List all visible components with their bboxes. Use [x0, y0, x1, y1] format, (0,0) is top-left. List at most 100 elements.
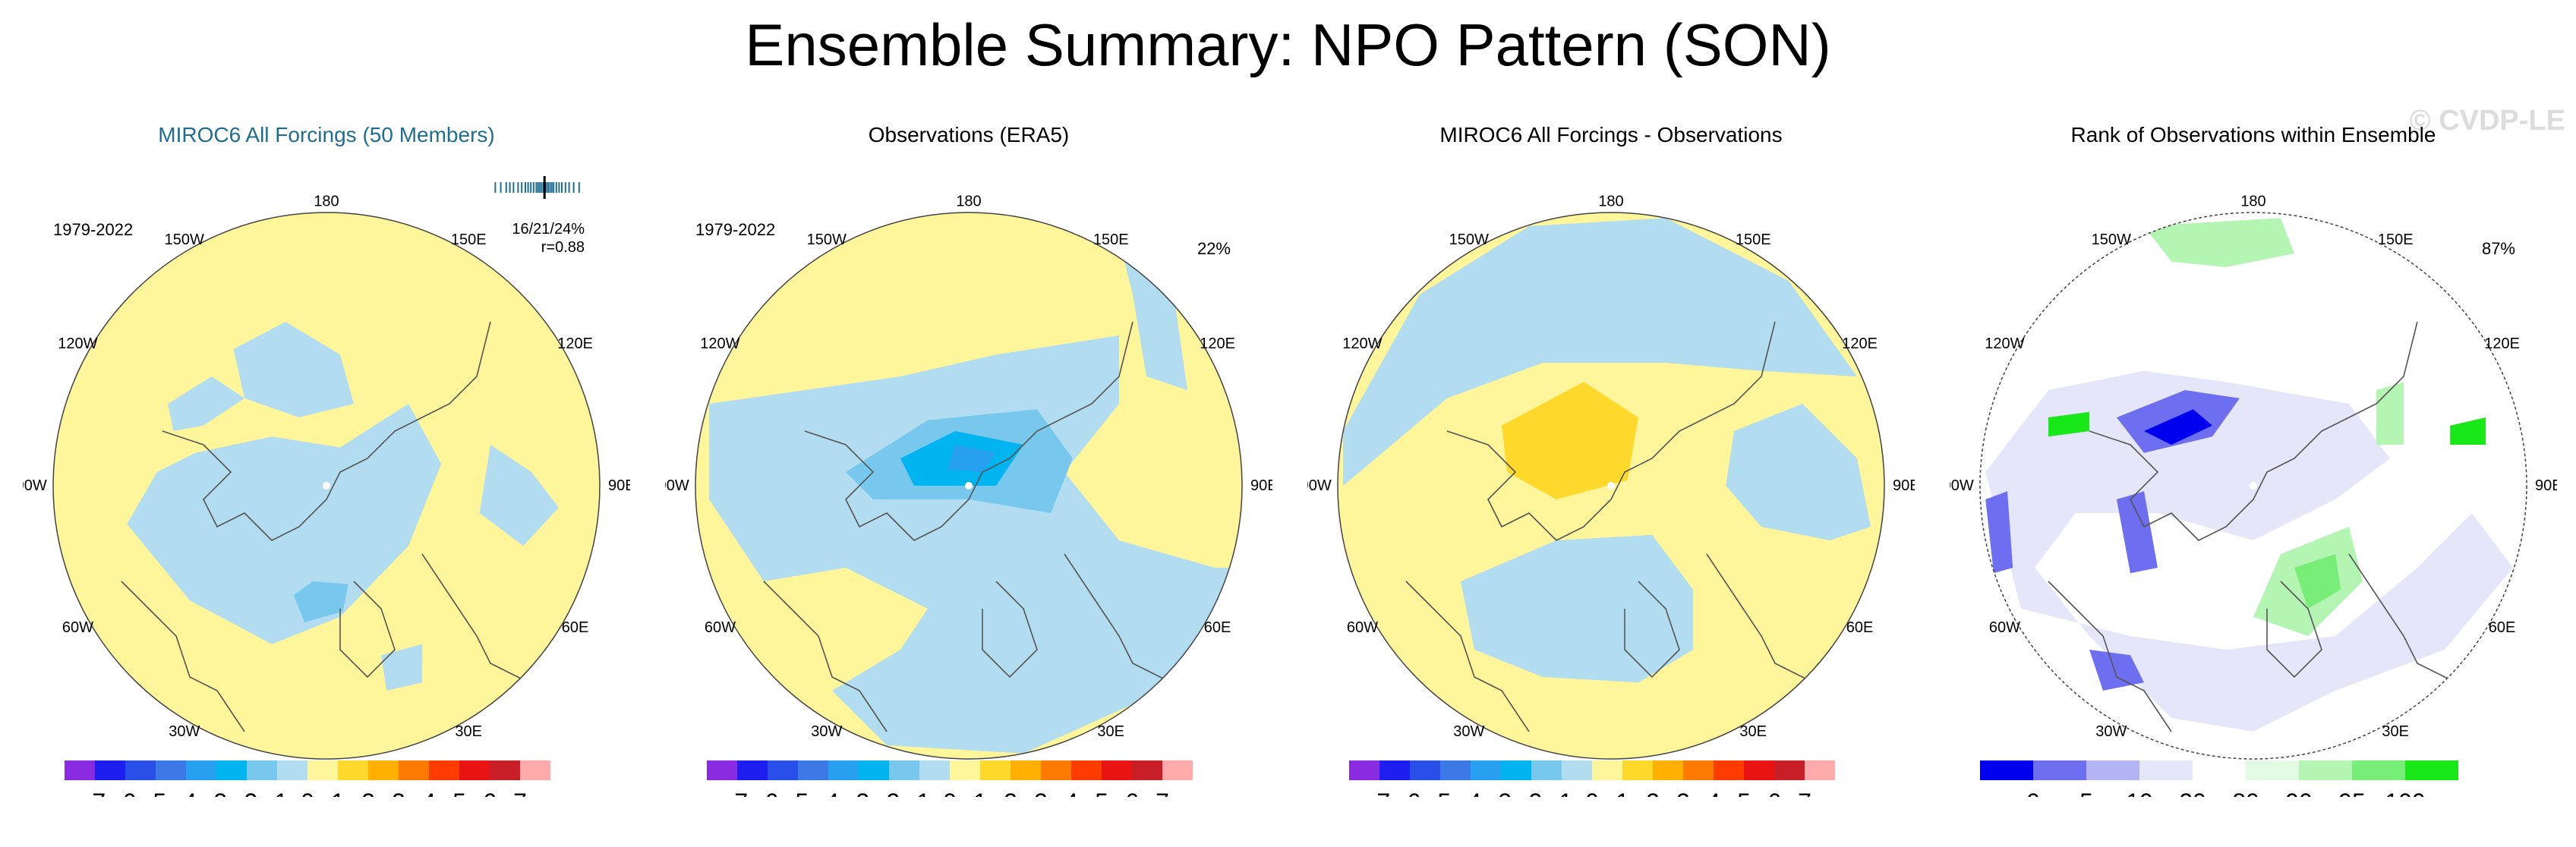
- colorbar-swatch: [125, 760, 156, 780]
- colorbar-swatch: [2352, 760, 2405, 780]
- lon-label: 180: [956, 194, 981, 210]
- anomaly-region: [709, 335, 1237, 754]
- colorbar-label: 90: [2285, 789, 2313, 797]
- panel-title: Rank of Observations within Ensemble: [2070, 123, 2436, 146]
- panel-difference: MIROC6 All Forcings - Observations 180 15…: [1307, 114, 1915, 835]
- colorbar-swatch: [950, 760, 980, 780]
- colorbar-swatch: [277, 760, 307, 780]
- lon-label: 30W: [2095, 723, 2127, 740]
- lon-label: 90E: [1250, 477, 1272, 494]
- colorbar-label: -1: [1551, 789, 1572, 797]
- lon-label: 30W: [1453, 723, 1484, 740]
- anomaly-region: [293, 581, 348, 622]
- percent-variance: 22%: [1197, 239, 1231, 258]
- colorbar-label: 2: [1004, 789, 1017, 797]
- lon-label: 90W: [665, 477, 689, 494]
- pole-marker: [1607, 482, 1615, 490]
- watermark: © CVDP-LE: [2409, 105, 2565, 137]
- lon-label: 30W: [169, 723, 200, 740]
- lon-label: 120W: [1985, 335, 2024, 352]
- colorbar-label: 5: [1095, 789, 1108, 797]
- colorbar-swatch: [1501, 760, 1531, 780]
- colorbar-swatch: [65, 760, 95, 780]
- colorbar-label: -6: [757, 789, 778, 797]
- colorbar-swatch: [1379, 760, 1410, 780]
- colorbar-label: 100: [2385, 789, 2425, 797]
- coastline: [162, 321, 491, 541]
- colorbar-swatch: [1744, 760, 1774, 780]
- colorbar-swatch: [1132, 760, 1162, 780]
- colorbar-label: 4: [422, 789, 436, 797]
- colorbar-swatch: [1440, 760, 1471, 780]
- lon-label: 30E: [455, 723, 482, 740]
- colorbar-swatch: [828, 760, 859, 780]
- colorbar-swatch: [889, 760, 919, 780]
- lon-label: 150E: [1736, 231, 1771, 248]
- anomaly-region: [1985, 370, 2513, 732]
- colorbar-label: -2: [1521, 789, 1542, 797]
- colorbar-swatch: [156, 760, 186, 780]
- colorbar-label: -2: [236, 789, 257, 797]
- colorbar-label: -5: [145, 789, 166, 797]
- colorbar-label: -7: [84, 789, 106, 797]
- colorbar-label: 4: [1707, 789, 1720, 797]
- colorbar-label: 0: [943, 789, 957, 797]
- colorbar-swatch: [1410, 760, 1440, 780]
- colorbar-swatch: [859, 760, 889, 780]
- anomaly-region: [1119, 240, 1187, 390]
- anomaly-region: [2294, 554, 2341, 609]
- anomaly-region: [1343, 218, 1857, 486]
- ensemble-stats: 16/21/24%: [512, 221, 585, 238]
- anomaly-region: [887, 281, 955, 322]
- period-label: 1979-2022: [53, 220, 133, 239]
- period-label: 1979-2022: [695, 220, 775, 239]
- lon-label: 60W: [1347, 619, 1378, 636]
- colorbar-swatch: [1531, 760, 1562, 780]
- colorbar-label: 3: [1676, 789, 1690, 797]
- colorbar-swatch: [980, 760, 1011, 780]
- colorbar-swatch: [307, 760, 338, 780]
- panel-miroc6: MIROC6 All Forcings (50 Members) 180 150E…: [23, 114, 630, 835]
- lon-label: 150W: [165, 231, 204, 248]
- lon-label: 90E: [608, 477, 630, 494]
- coastline: [1446, 321, 1776, 541]
- lon-label: 120E: [1200, 335, 1235, 352]
- anomaly-region: [1985, 491, 2013, 574]
- colorbar-swatch: [399, 760, 429, 780]
- panel-title: MIROC6 All Forcings - Observations: [1439, 123, 1783, 146]
- colorbar-label: 0: [2026, 789, 2040, 797]
- colorbar-label: 3: [392, 789, 405, 797]
- lon-label: 30E: [1739, 723, 1767, 740]
- colorbar-label: -1: [909, 789, 930, 797]
- coastline: [2266, 581, 2322, 679]
- colorbar-label: -4: [1460, 789, 1481, 797]
- colorbar-label: 0: [1585, 789, 1599, 797]
- colorbar-label: 2: [1646, 789, 1660, 797]
- colorbar-swatch: [247, 760, 277, 780]
- panel-title: Observations (ERA5): [868, 123, 1070, 146]
- colorbar-label: 1: [331, 789, 345, 797]
- map-border: [695, 212, 1243, 760]
- colorbar-label: 1: [973, 789, 987, 797]
- colorbar-swatch: [216, 760, 247, 780]
- lon-label: 150W: [807, 231, 847, 248]
- colorbar-label: 7: [513, 789, 527, 797]
- colorbar-label: -4: [818, 789, 839, 797]
- colorbar-swatch: [520, 760, 550, 780]
- colorbar-swatch: [429, 760, 459, 780]
- colorbar-swatch: [2246, 760, 2299, 780]
- anomaly-region: [1461, 534, 1693, 683]
- coastline: [1624, 581, 1680, 679]
- colorbar-label: 7: [1798, 789, 1811, 797]
- anomaly-region: [1726, 404, 1871, 540]
- colorbar-label: -4: [175, 789, 197, 797]
- colorbar-swatch: [1714, 760, 1744, 780]
- map-border: [1337, 212, 1885, 760]
- colorbar-label: 6: [1125, 789, 1139, 797]
- colorbar-swatch: [1592, 760, 1622, 780]
- lon-label: 60E: [2489, 619, 2516, 636]
- colorbar-swatch: [2405, 760, 2458, 780]
- coastline: [982, 581, 1038, 679]
- lon-label: 30W: [811, 723, 842, 740]
- pattern-correlation: r=0.88: [541, 239, 585, 256]
